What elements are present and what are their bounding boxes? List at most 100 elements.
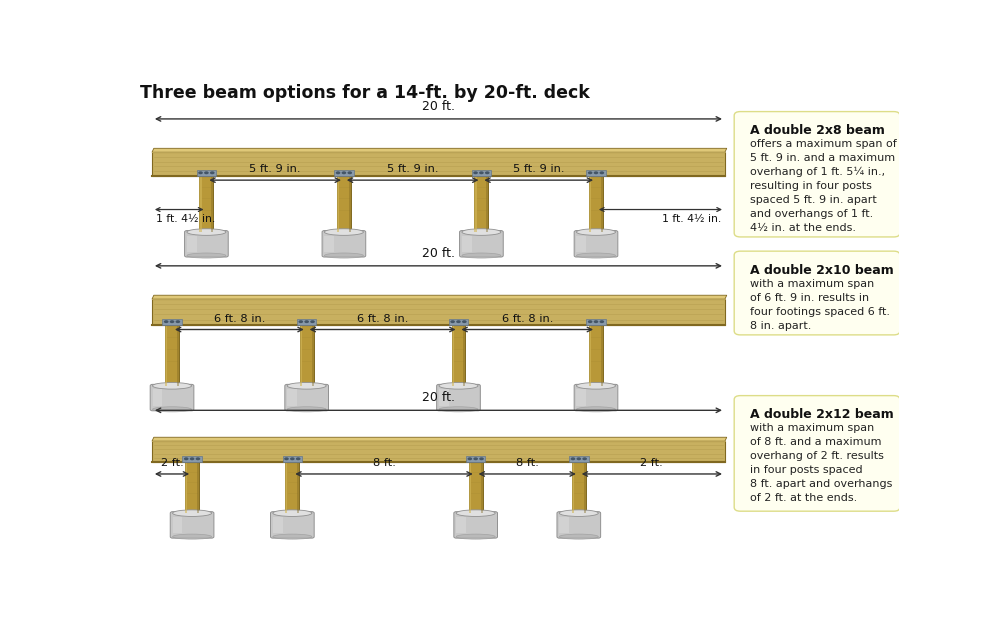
Polygon shape [152,148,726,152]
Bar [312,324,314,386]
Ellipse shape [325,253,364,258]
Ellipse shape [576,253,615,258]
Ellipse shape [325,229,364,235]
Bar [462,235,472,252]
Text: 2 ft.: 2 ft. [640,458,663,468]
Circle shape [480,457,484,460]
Circle shape [599,171,604,174]
Circle shape [451,320,455,323]
Text: 20 ft.: 20 ft. [422,247,455,260]
Circle shape [593,171,598,174]
Text: 2 ft.: 2 ft. [161,458,184,468]
Bar [165,324,167,386]
Bar [153,389,162,406]
Ellipse shape [576,229,615,235]
Bar [475,176,489,232]
Circle shape [311,320,315,323]
Bar [173,516,183,533]
Bar [152,299,725,324]
FancyBboxPatch shape [185,231,228,257]
Bar [287,389,297,406]
Circle shape [587,320,592,323]
Ellipse shape [576,382,615,389]
Bar [286,462,288,513]
Bar [200,176,202,232]
Ellipse shape [187,229,226,235]
Bar [197,462,199,513]
Circle shape [342,171,347,174]
Bar [334,170,354,176]
Bar [197,170,216,176]
Polygon shape [152,437,726,441]
Text: Three beam options for a 14-ft. by 20-ft. deck: Three beam options for a 14-ft. by 20-ft… [140,84,590,102]
Bar [185,462,187,513]
Bar [185,462,199,513]
Circle shape [164,320,169,323]
Text: 5 ft. 9 in.: 5 ft. 9 in. [250,164,301,174]
Circle shape [296,457,301,460]
Ellipse shape [153,407,192,412]
Bar [576,235,586,252]
Circle shape [599,320,604,323]
Circle shape [462,320,467,323]
Bar [337,176,339,232]
Text: 20 ft.: 20 ft. [422,100,455,113]
Ellipse shape [273,534,312,539]
FancyBboxPatch shape [574,384,617,411]
Bar [349,176,351,232]
Bar [576,389,586,406]
Ellipse shape [576,407,615,412]
Circle shape [176,320,180,323]
Text: 1 ft. 4½ in.: 1 ft. 4½ in. [156,214,215,225]
Bar [487,176,489,232]
Ellipse shape [559,510,598,516]
FancyBboxPatch shape [322,231,366,257]
Ellipse shape [187,253,226,258]
FancyBboxPatch shape [437,384,481,411]
Bar [297,319,317,324]
Ellipse shape [439,407,478,412]
Text: offers a maximum span of
5 ft. 9 in. and a maximum
overhang of 1 ft. 5¼ in.,
res: offers a maximum span of 5 ft. 9 in. and… [749,139,896,233]
Bar [439,389,449,406]
Bar [589,324,591,386]
Bar [481,462,483,513]
Ellipse shape [273,510,312,516]
Circle shape [290,457,295,460]
Ellipse shape [462,253,500,258]
Bar [600,324,603,386]
Text: 20 ft.: 20 ft. [422,391,455,404]
Circle shape [570,457,575,460]
Circle shape [480,171,484,174]
Bar [325,235,334,252]
Bar [165,324,179,386]
FancyBboxPatch shape [271,512,314,538]
Bar [586,170,605,176]
Bar [298,462,300,513]
Ellipse shape [153,382,192,389]
Bar [211,176,214,232]
Bar [600,176,603,232]
FancyBboxPatch shape [150,384,194,411]
Bar [571,462,585,513]
Circle shape [184,457,189,460]
FancyBboxPatch shape [285,384,329,411]
FancyBboxPatch shape [574,231,617,257]
Circle shape [170,320,175,323]
Bar [472,170,492,176]
Bar [200,176,214,232]
Bar [452,324,466,386]
Bar [183,456,202,462]
Circle shape [582,457,587,460]
Ellipse shape [173,510,212,516]
Bar [449,319,469,324]
Text: with a maximum span
of 8 ft. and a maximum
overhang of 2 ft. results
in four pos: with a maximum span of 8 ft. and a maxim… [749,423,892,503]
Bar [452,324,454,386]
Ellipse shape [457,534,496,539]
Text: with a maximum span
of 6 ft. 9 in. results in
four footings spaced 6 ft.
8 in. a: with a maximum span of 6 ft. 9 in. resul… [749,279,890,331]
Bar [177,324,179,386]
Text: A double 2x10 beam: A double 2x10 beam [749,264,893,277]
FancyBboxPatch shape [557,512,600,538]
Bar [187,235,197,252]
Text: 1 ft. 4½ in.: 1 ft. 4½ in. [661,214,721,225]
Text: 8 ft.: 8 ft. [515,458,538,468]
